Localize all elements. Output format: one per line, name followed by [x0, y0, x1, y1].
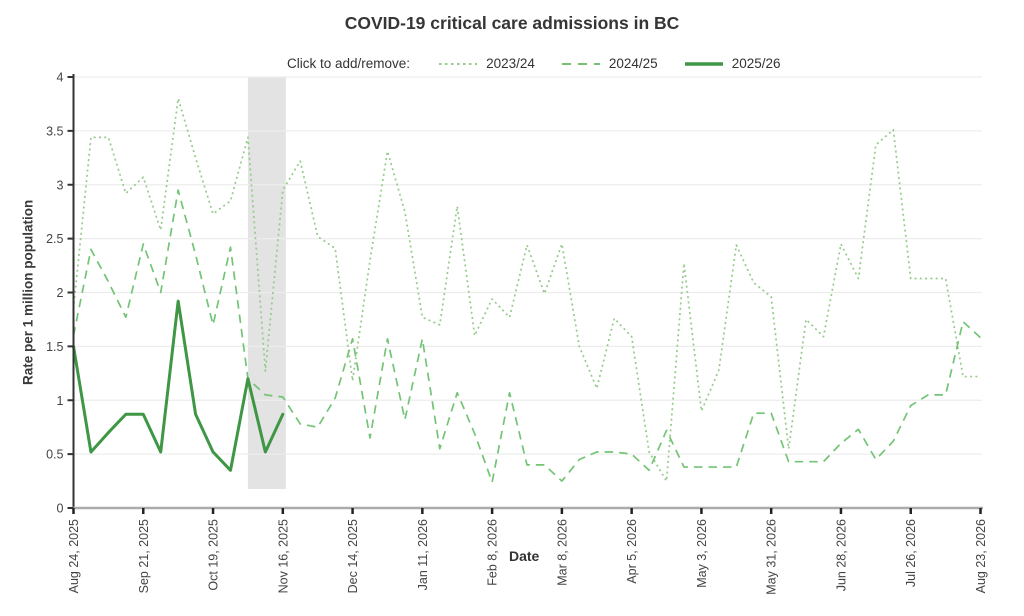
- x-axis-title: Date: [509, 548, 540, 564]
- svg-text:Sep 21, 2025: Sep 21, 2025: [137, 519, 151, 593]
- svg-text:Feb 8, 2026: Feb 8, 2026: [486, 519, 500, 586]
- legend-swatch-dotted-icon: [439, 62, 478, 65]
- svg-text:4: 4: [57, 71, 64, 85]
- legend-item-2024-25[interactable]: 2024/25: [561, 56, 658, 71]
- svg-text:Aug 24, 2025: Aug 24, 2025: [67, 519, 81, 593]
- svg-text:Aug 23, 2026: Aug 23, 2026: [974, 519, 988, 593]
- legend-item-2025-26[interactable]: 2025/26: [684, 56, 781, 71]
- svg-text:0.5: 0.5: [46, 448, 63, 462]
- legend: Click to add/remove: 2023/24 2024/25 202…: [287, 56, 781, 71]
- svg-text:Mar 8, 2026: Mar 8, 2026: [555, 519, 569, 586]
- legend-swatch-dashed-icon: [561, 62, 600, 65]
- svg-text:Apr 5, 2026: Apr 5, 2026: [625, 519, 639, 584]
- svg-text:Jul 26, 2026: Jul 26, 2026: [904, 519, 918, 587]
- legend-label-2025-26: 2025/26: [731, 56, 781, 71]
- svg-text:Jun 28, 2026: Jun 28, 2026: [834, 519, 848, 591]
- svg-text:Oct 19, 2025: Oct 19, 2025: [207, 519, 221, 591]
- svg-text:2: 2: [57, 286, 64, 300]
- svg-text:1: 1: [57, 394, 64, 408]
- legend-swatch-solid-icon: [684, 61, 723, 66]
- svg-text:Dec 14, 2025: Dec 14, 2025: [346, 519, 360, 593]
- chart-title: COVID-19 critical care admissions in BC: [344, 13, 680, 33]
- legend-label-2023-24: 2023/24: [486, 56, 535, 71]
- svg-text:May 31, 2026: May 31, 2026: [765, 519, 779, 595]
- legend-prompt: Click to add/remove:: [287, 56, 411, 71]
- legend-item-2023-24[interactable]: 2023/24: [438, 56, 535, 71]
- svg-text:3: 3: [57, 178, 64, 192]
- svg-text:3.5: 3.5: [46, 124, 63, 138]
- svg-text:2.5: 2.5: [46, 232, 63, 246]
- svg-text:Jan 11, 2026: Jan 11, 2026: [416, 519, 430, 590]
- legend-label-2024-25: 2024/25: [608, 56, 658, 71]
- svg-text:1.5: 1.5: [46, 340, 63, 354]
- svg-text:Nov 16, 2025: Nov 16, 2025: [276, 519, 290, 593]
- svg-text:May 3, 2026: May 3, 2026: [695, 519, 709, 588]
- svg-text:0: 0: [57, 502, 64, 516]
- legend-items: 2023/24 2024/25 2025/26: [438, 56, 781, 71]
